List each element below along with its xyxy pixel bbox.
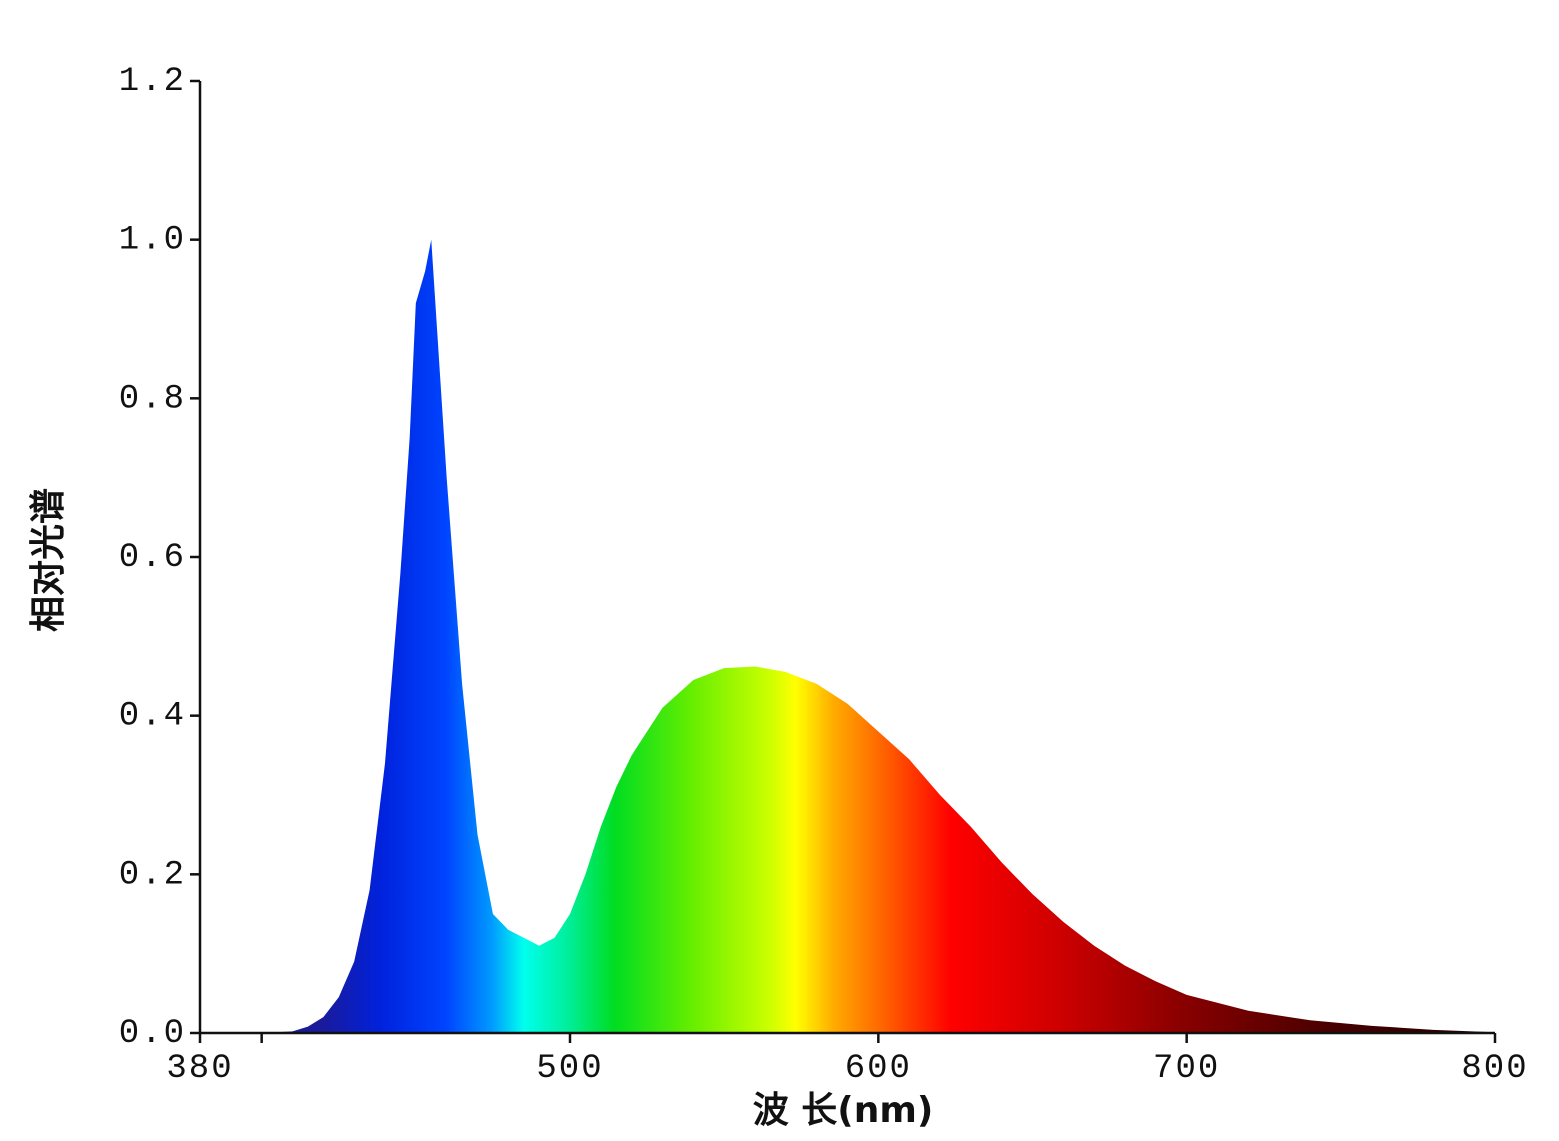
y-tick-label: 1.0: [119, 222, 186, 260]
y-tick-label: 1.2: [119, 63, 186, 101]
y-tick-label: 0.4: [119, 698, 186, 736]
x-tick-label: 500: [536, 1050, 603, 1088]
spectrum-area: [200, 239, 1495, 1033]
y-tick-label: 0.8: [119, 380, 186, 418]
x-tick-label: 800: [1461, 1050, 1528, 1088]
y-tick-label: 0.0: [119, 1015, 186, 1053]
x-tick-label: 700: [1153, 1050, 1220, 1088]
x-axis-title: 波 长(nm): [753, 1090, 934, 1131]
y-axis-title: 相对光谱: [28, 488, 69, 632]
x-tick-label: 600: [845, 1050, 912, 1088]
x-tick-label: 380: [166, 1050, 233, 1088]
y-tick-label: 0.2: [119, 856, 186, 894]
y-tick-label: 0.6: [119, 539, 186, 577]
